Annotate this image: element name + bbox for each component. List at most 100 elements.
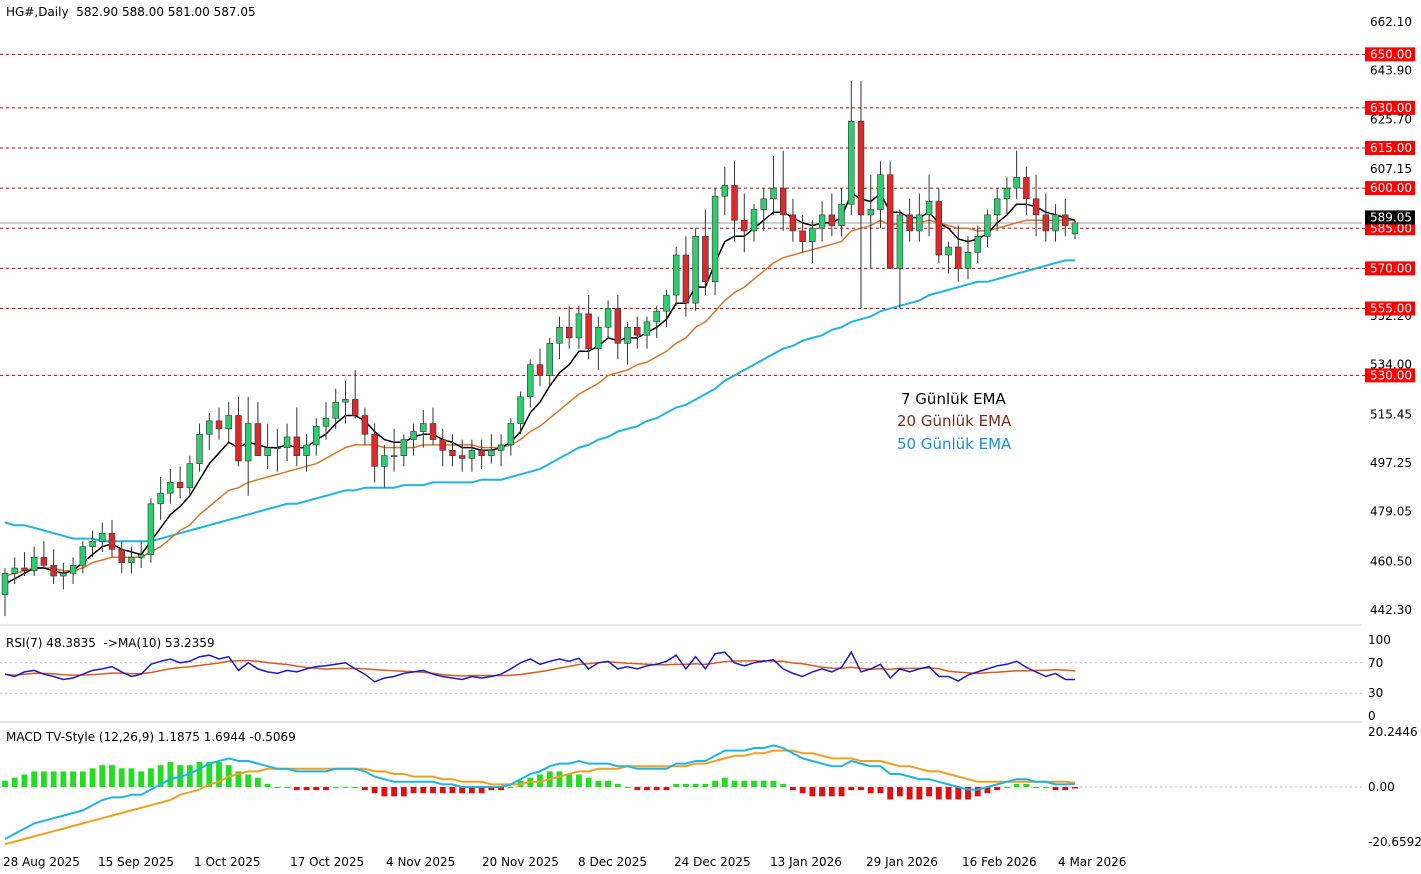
candle-body xyxy=(877,174,884,210)
macd-histogram-bar xyxy=(634,787,641,791)
date-tick-label: 17 Oct 2025 xyxy=(290,855,364,869)
candle-body xyxy=(186,463,194,489)
candle-body xyxy=(974,235,981,253)
level-badge xyxy=(1365,301,1415,316)
macd-histogram-bar xyxy=(653,787,660,791)
candle-body xyxy=(351,399,359,416)
candle-body xyxy=(527,364,534,398)
date-axis: 28 Aug 2025 15 Sep 2025 1 Oct 2025 17 Oct 2… xyxy=(3,855,1126,869)
macd-histogram-bar xyxy=(313,787,320,791)
candle-body xyxy=(381,455,388,467)
macd-histogram-bar xyxy=(867,787,874,794)
macd-histogram-bar xyxy=(303,787,310,791)
price-tick-label: 607.15 xyxy=(1370,162,1412,176)
candle-body xyxy=(40,556,48,566)
macd-histogram-bar xyxy=(751,780,757,787)
macd-histogram-bar xyxy=(352,787,359,788)
macd-histogram-bar xyxy=(1062,787,1069,791)
macd-histogram-bar xyxy=(1003,787,1010,788)
macd-histogram-bar xyxy=(1052,787,1059,791)
legend-ema20: 20 Günlük EMA xyxy=(897,412,1012,430)
candle-body xyxy=(779,187,787,216)
macd-histogram-bar xyxy=(858,787,864,791)
macd-histogram-bar xyxy=(624,787,631,788)
macd-histogram-bar xyxy=(157,765,164,787)
macd-histogram-bar xyxy=(916,787,923,800)
macd-histogram-bar xyxy=(284,787,291,788)
macd-tick-label: 0.00 xyxy=(1368,780,1395,794)
level-badge xyxy=(1365,141,1415,155)
candle-body xyxy=(1032,198,1040,216)
macd-line xyxy=(4,744,1076,840)
level-label: 555.00 xyxy=(1370,302,1412,316)
macd-histogram-bar xyxy=(984,787,991,794)
support-resistance-levels: 650.00 630.00 615.00 600.00 585.00 570.00 555.… xyxy=(0,47,1415,383)
current-price-label: 589.05 xyxy=(1370,210,1412,224)
macd-histogram-bar xyxy=(1023,783,1030,787)
macd-histogram-bar xyxy=(507,787,514,788)
chart-frame xyxy=(0,222,1362,788)
symbol-label: HG#,Daily xyxy=(6,5,69,19)
macd-histogram-bar xyxy=(420,787,427,794)
candle-body xyxy=(400,439,408,456)
macd-histogram-bar xyxy=(644,787,650,791)
macd-histogram-bar xyxy=(89,768,96,787)
macd-histogram-bar xyxy=(371,787,378,794)
macd-histogram-bar xyxy=(196,762,203,787)
macd-histogram-bar xyxy=(614,783,621,787)
candle-body xyxy=(313,425,320,446)
candle-body xyxy=(643,321,651,336)
macd-histogram-bar xyxy=(109,765,115,787)
macd-histogram-bar xyxy=(21,774,28,787)
candle-body xyxy=(137,554,145,558)
candle-body xyxy=(838,203,845,226)
candle-body xyxy=(731,185,738,221)
candle-body xyxy=(235,415,242,462)
macd-label: MACD TV-Style (12,26,9) 1.1875 1.6944 -0… xyxy=(6,730,296,744)
macd-histogram-bar xyxy=(167,762,174,787)
macd-histogram-bar xyxy=(887,787,894,800)
candle-body xyxy=(682,254,690,304)
candle-body xyxy=(274,447,281,449)
rsi-ma-line xyxy=(4,659,1076,677)
macd-histogram-bar xyxy=(235,771,242,787)
candle-body xyxy=(332,401,339,419)
candle-body xyxy=(575,313,583,339)
date-tick-label: 20 Nov 2025 xyxy=(482,855,559,869)
macd-histogram-bar xyxy=(186,765,193,787)
macd-histogram-bar xyxy=(556,771,563,787)
macd-histogram-bar xyxy=(264,783,271,787)
macd-histogram-bar xyxy=(702,783,709,787)
candlesticks xyxy=(1,81,1079,617)
candle-body xyxy=(21,567,28,571)
macd-histogram-bar xyxy=(731,780,738,787)
macd-histogram-bar xyxy=(838,787,845,797)
level-label: 630.00 xyxy=(1370,101,1412,115)
candle-body xyxy=(1023,177,1030,200)
candle-body xyxy=(79,546,87,566)
legend-ema50: 50 Günlük EMA xyxy=(897,435,1012,453)
candle-body xyxy=(322,417,330,427)
candle-body xyxy=(692,235,699,304)
candle-body xyxy=(1003,187,1011,200)
price-axis: 662.10 643.90 625.70 607.15 589.05 534.00 515.… xyxy=(1365,15,1421,849)
candle-body xyxy=(614,308,622,344)
candle-body xyxy=(1042,214,1050,232)
candle-body xyxy=(303,444,310,456)
macd-histogram-bar xyxy=(585,777,592,787)
macd-histogram-bar xyxy=(682,783,689,787)
candle-body xyxy=(634,326,641,336)
macd-histogram-bar xyxy=(692,783,699,787)
candle-body xyxy=(147,503,155,555)
price-tick-label: 460.50 xyxy=(1370,554,1412,568)
candle-body xyxy=(439,439,446,451)
macd-histogram-bar xyxy=(2,780,8,787)
macd-histogram-bar xyxy=(400,787,407,797)
macd-histogram-bar xyxy=(332,787,339,788)
candle-body xyxy=(517,396,524,424)
macd-histogram-bar xyxy=(799,787,806,794)
macd-histogram-bar xyxy=(896,787,903,797)
macd-histogram-bar xyxy=(488,787,495,791)
macd-histogram-bar xyxy=(60,771,67,787)
candle-body xyxy=(770,187,777,200)
